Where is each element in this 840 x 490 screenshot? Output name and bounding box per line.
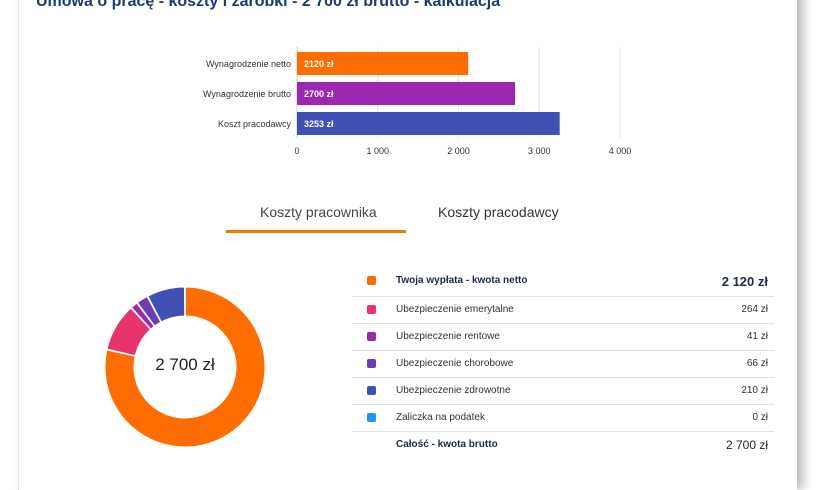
legend-row-net: Twoja wypłata - kwota netto 2 120 zł	[352, 266, 774, 297]
legend-swatch	[367, 386, 376, 395]
legend-value: 2 120 zł	[721, 274, 768, 289]
legend-label: Zaliczka na podatek	[396, 412, 485, 423]
page-title: Umowa o pracę - koszty i zarobki - 2 700…	[36, 0, 501, 10]
bar-value-label: 2120 zł	[304, 59, 334, 69]
x-tick-label: 0	[294, 146, 299, 156]
bar-value-label: 3253 zł	[304, 119, 334, 129]
legend-value: 41 zł	[746, 331, 768, 342]
category-label: Wynagrodzenie brutto	[203, 89, 291, 99]
legend-total-label: Całość - kwota brutto	[396, 439, 498, 450]
legend-row: Ubezpieczenie rentowe 41 zł	[352, 324, 774, 351]
legend-swatch	[367, 305, 376, 314]
cost-breakdown-table: Twoja wypłata - kwota netto 2 120 zł Ube…	[352, 266, 774, 458]
legend-row: Ubezpieczenie zdrowotne 210 zł	[352, 378, 774, 405]
legend-row: Ubezpieczenie chorobowe 66 zł	[352, 351, 774, 378]
donut-slice	[147, 286, 186, 323]
legend-label: Ubezpieczenie emerytalne	[396, 304, 514, 315]
legend-swatch	[367, 276, 376, 285]
legend-value: 210 zł	[741, 385, 768, 396]
legend-value: 264 zł	[741, 304, 768, 315]
donut-slice	[130, 302, 155, 330]
legend-label: Ubezpieczenie chorobowe	[396, 358, 514, 369]
bar-value-label: 2700 zł	[304, 89, 334, 99]
legend-row: Zaliczka na podatek 0 zł	[352, 405, 774, 432]
x-tick-label: 4 000	[609, 146, 632, 156]
donut-slice	[136, 295, 162, 327]
legend-label: Ubezpieczenie rentowe	[396, 331, 500, 342]
legend-swatch	[367, 359, 376, 368]
active-tab-indicator	[226, 230, 406, 233]
legend-label: Twoja wypłata - kwota netto	[396, 275, 528, 286]
category-label: Wynagrodzenie netto	[206, 59, 291, 69]
donut-slice	[104, 286, 266, 448]
donut-chart	[104, 286, 266, 448]
legend-row: Ubezpieczenie emerytalne 264 zł	[352, 297, 774, 324]
bar-chart-svg: 0 1 000 2 000 3 000 4 000 Wynagrodzenie netto…	[203, 47, 632, 156]
bar	[297, 52, 469, 75]
salary-bar-chart: 0 1 000 2 000 3 000 4 000 Wynagrodzenie netto…	[0, 0, 840, 170]
legend-label: Ubezpieczenie zdrowotne	[396, 385, 511, 396]
legend-swatch	[367, 332, 376, 341]
category-label: Koszt pracodawcy	[218, 119, 292, 129]
legend-value: 0 zł	[752, 412, 768, 423]
x-tick-label: 2 000	[447, 146, 470, 156]
bar	[297, 112, 560, 135]
legend-value: 66 zł	[746, 358, 768, 369]
donut-slice	[106, 307, 152, 357]
x-tick-label: 1 000	[366, 146, 389, 156]
x-tick-label: 3 000	[528, 146, 551, 156]
donut-center-label: 2 700 zł	[155, 355, 215, 374]
tab-employer-costs[interactable]: Koszty pracodawcy	[438, 204, 559, 220]
legend-swatch	[367, 413, 376, 422]
legend-row-total: Całość - kwota brutto 2 700 zł	[352, 432, 774, 458]
bar	[297, 82, 516, 105]
tab-employee-costs[interactable]: Koszty pracownika	[260, 204, 377, 220]
legend-total-value: 2 700 zł	[725, 438, 768, 452]
